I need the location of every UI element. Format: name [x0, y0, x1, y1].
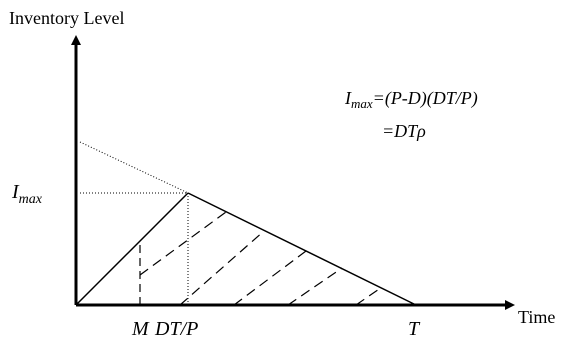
hatch-line	[355, 286, 383, 306]
production-buildup-line	[75, 192, 189, 306]
tick-label-t: T	[408, 318, 421, 338]
y-axis-label: Inventory Level	[9, 8, 124, 28]
imax-label: Imax	[11, 181, 43, 207]
extension-dotted-line	[79, 141, 189, 194]
hatch-line	[139, 211, 227, 276]
tick-label-dtp: DT/P	[154, 318, 198, 338]
tick-label-m: M	[131, 318, 150, 338]
hatch-line	[179, 230, 265, 306]
hatch-line	[233, 250, 307, 306]
formula-line-1: Imax=(P-D)(DT/P)	[344, 88, 478, 111]
depletion-line	[187, 192, 417, 306]
x-axis-label: Time	[518, 307, 555, 327]
hatch-line	[287, 267, 343, 306]
formula-line-2: =DTρ	[382, 121, 426, 141]
